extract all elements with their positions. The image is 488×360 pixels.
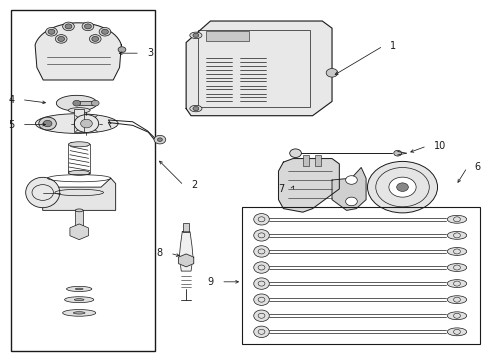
Circle shape bbox=[289, 149, 301, 157]
Polygon shape bbox=[331, 167, 366, 210]
Circle shape bbox=[253, 310, 269, 321]
Circle shape bbox=[193, 33, 199, 37]
Bar bbox=[75, 210, 83, 234]
Text: 3: 3 bbox=[147, 48, 153, 58]
Circle shape bbox=[45, 27, 57, 36]
Circle shape bbox=[388, 177, 415, 197]
Circle shape bbox=[89, 35, 101, 43]
Ellipse shape bbox=[62, 310, 96, 316]
Ellipse shape bbox=[68, 142, 90, 147]
Text: 10: 10 bbox=[433, 141, 446, 151]
Circle shape bbox=[345, 176, 357, 184]
Ellipse shape bbox=[75, 209, 83, 212]
Circle shape bbox=[55, 35, 67, 43]
Circle shape bbox=[396, 183, 407, 192]
Bar bbox=[242, 207, 479, 344]
Polygon shape bbox=[56, 95, 97, 111]
Bar bbox=[68, 144, 90, 173]
Circle shape bbox=[367, 161, 437, 213]
Bar bbox=[314, 155, 320, 166]
Ellipse shape bbox=[26, 177, 60, 208]
Circle shape bbox=[253, 246, 269, 257]
Ellipse shape bbox=[447, 248, 466, 255]
Polygon shape bbox=[70, 224, 88, 240]
Ellipse shape bbox=[68, 170, 90, 175]
Circle shape bbox=[393, 150, 401, 156]
Ellipse shape bbox=[447, 328, 466, 336]
Circle shape bbox=[157, 138, 162, 141]
Ellipse shape bbox=[64, 297, 94, 303]
Text: 7: 7 bbox=[278, 184, 285, 194]
Bar bbox=[205, 31, 249, 41]
Ellipse shape bbox=[189, 105, 202, 112]
Circle shape bbox=[92, 36, 99, 41]
Circle shape bbox=[345, 197, 357, 206]
Ellipse shape bbox=[447, 312, 466, 320]
Circle shape bbox=[43, 120, 52, 127]
Text: 1: 1 bbox=[389, 41, 396, 51]
Circle shape bbox=[118, 47, 125, 53]
Bar bbox=[302, 155, 308, 166]
Circle shape bbox=[253, 213, 269, 225]
Ellipse shape bbox=[66, 287, 92, 292]
Circle shape bbox=[253, 230, 269, 241]
Text: 5: 5 bbox=[8, 120, 15, 130]
Text: 4: 4 bbox=[8, 95, 15, 105]
Circle shape bbox=[99, 27, 111, 36]
Circle shape bbox=[58, 36, 64, 41]
Circle shape bbox=[91, 100, 99, 106]
Ellipse shape bbox=[75, 288, 83, 290]
Text: 2: 2 bbox=[191, 180, 197, 190]
Polygon shape bbox=[35, 23, 121, 80]
Polygon shape bbox=[178, 254, 193, 267]
Circle shape bbox=[253, 294, 269, 305]
Polygon shape bbox=[179, 232, 193, 271]
Circle shape bbox=[62, 22, 74, 31]
Circle shape bbox=[193, 107, 199, 111]
Polygon shape bbox=[186, 21, 331, 116]
Polygon shape bbox=[42, 178, 116, 210]
Bar bbox=[79, 101, 96, 105]
Ellipse shape bbox=[447, 231, 466, 239]
Ellipse shape bbox=[68, 108, 90, 113]
Bar bbox=[74, 109, 84, 132]
Ellipse shape bbox=[73, 312, 85, 314]
Circle shape bbox=[253, 326, 269, 338]
Circle shape bbox=[253, 262, 269, 273]
Ellipse shape bbox=[189, 32, 202, 39]
Text: 9: 9 bbox=[207, 277, 213, 287]
Circle shape bbox=[73, 100, 81, 106]
Circle shape bbox=[39, 117, 56, 130]
Circle shape bbox=[325, 68, 337, 77]
Circle shape bbox=[65, 24, 72, 29]
Circle shape bbox=[102, 29, 108, 34]
Ellipse shape bbox=[447, 264, 466, 271]
Text: 8: 8 bbox=[156, 248, 163, 258]
Ellipse shape bbox=[35, 114, 118, 134]
Bar bbox=[183, 223, 189, 232]
Ellipse shape bbox=[447, 215, 466, 223]
Ellipse shape bbox=[74, 299, 84, 301]
Bar bbox=[11, 10, 154, 351]
Ellipse shape bbox=[447, 296, 466, 303]
Circle shape bbox=[81, 119, 92, 128]
Circle shape bbox=[48, 29, 55, 34]
Bar bbox=[198, 30, 309, 107]
Circle shape bbox=[253, 278, 269, 289]
Circle shape bbox=[84, 24, 91, 29]
Circle shape bbox=[154, 135, 165, 144]
Text: 6: 6 bbox=[473, 162, 480, 172]
Ellipse shape bbox=[447, 280, 466, 288]
Polygon shape bbox=[278, 158, 339, 212]
Circle shape bbox=[82, 22, 94, 31]
